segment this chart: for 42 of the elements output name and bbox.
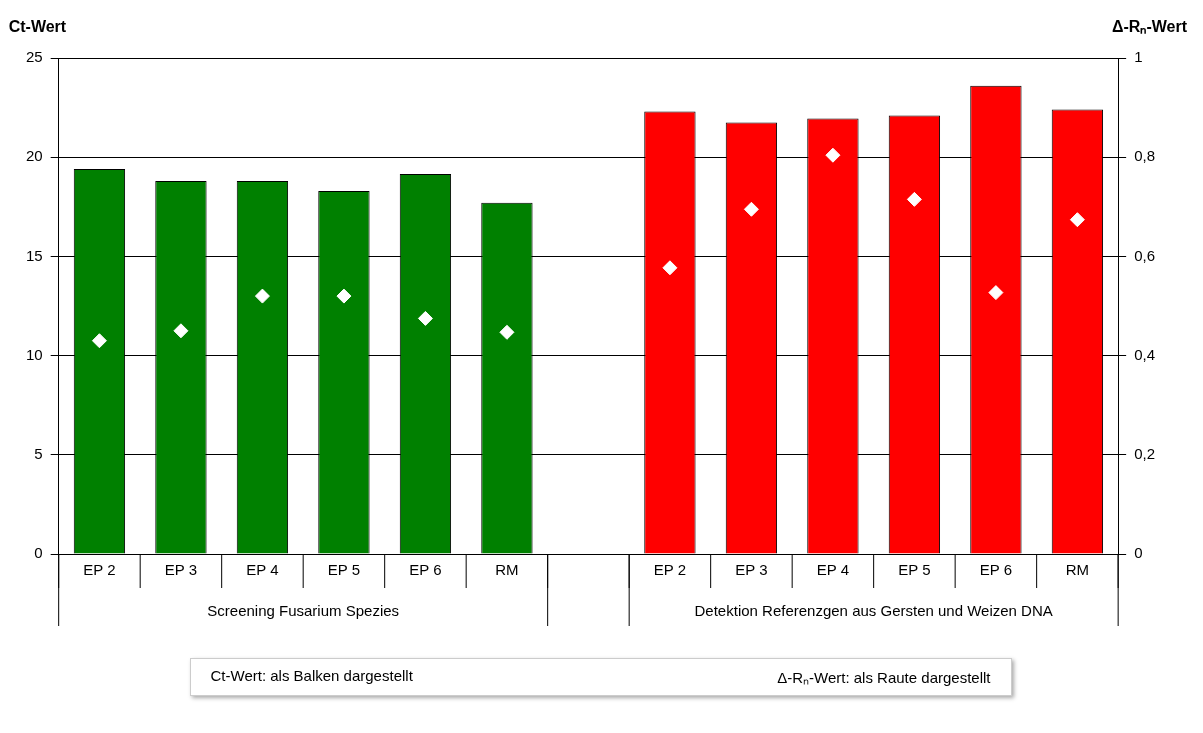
point [1069, 212, 1085, 228]
x-tick-label: EP 3 [735, 561, 768, 579]
x-tick-label: EP 4 [816, 561, 850, 579]
point [743, 201, 759, 217]
point [988, 285, 1004, 301]
x-tick-label: EP 3 [164, 561, 198, 579]
y-tick-label: 20 [26, 147, 43, 165]
point [254, 288, 270, 304]
y2-tick-label: 0 [1134, 544, 1143, 562]
text: Screening Fusarium Spezies [207, 602, 400, 620]
x-tick-label: RM [495, 561, 519, 579]
x-tick-label: EP 5 [327, 561, 361, 579]
y-tick-label: 25 [26, 48, 43, 66]
y2-tick-label: 0,8 [1134, 147, 1156, 165]
y2-axis-title: Δ-Rₙ-Wert [1112, 18, 1188, 36]
y-tick-label: 15 [26, 246, 43, 264]
y-tick-label: 5 [34, 444, 43, 462]
x-tick-label: EP 5 [898, 561, 931, 579]
point [417, 310, 433, 326]
point [336, 288, 352, 304]
x-tick-label: EP 2 [83, 561, 116, 579]
x-tick-label: EP 6 [409, 561, 442, 579]
text: Detektion Referenzgen aus Gersten und Weizen DNA [694, 602, 1053, 620]
point [499, 324, 515, 340]
y2-tick-label: 1 [1134, 48, 1143, 66]
text: Δ-Rₙ-Wert: als Raute dargestellt [777, 668, 991, 687]
y-tick-label: 0 [34, 544, 43, 562]
y2-tick-label: 0,4 [1134, 345, 1156, 363]
y-tick-label: 10 [26, 345, 43, 363]
y2-tick-label: 0,2 [1134, 444, 1156, 462]
x-tick-label: EP 4 [246, 561, 279, 579]
point [173, 323, 189, 339]
x-tick-label: EP 2 [653, 561, 687, 579]
point [906, 191, 922, 207]
y2-tick-label: 0,6 [1134, 246, 1156, 264]
y-axis-title: Ct-Wert [8, 18, 67, 36]
point [91, 333, 107, 349]
text: Ct-Wert: als Balken dargestellt [210, 667, 413, 686]
point [662, 260, 678, 276]
x-tick-label: EP 6 [979, 561, 1013, 579]
point [825, 147, 841, 163]
x-tick-label: RM [1065, 561, 1090, 579]
